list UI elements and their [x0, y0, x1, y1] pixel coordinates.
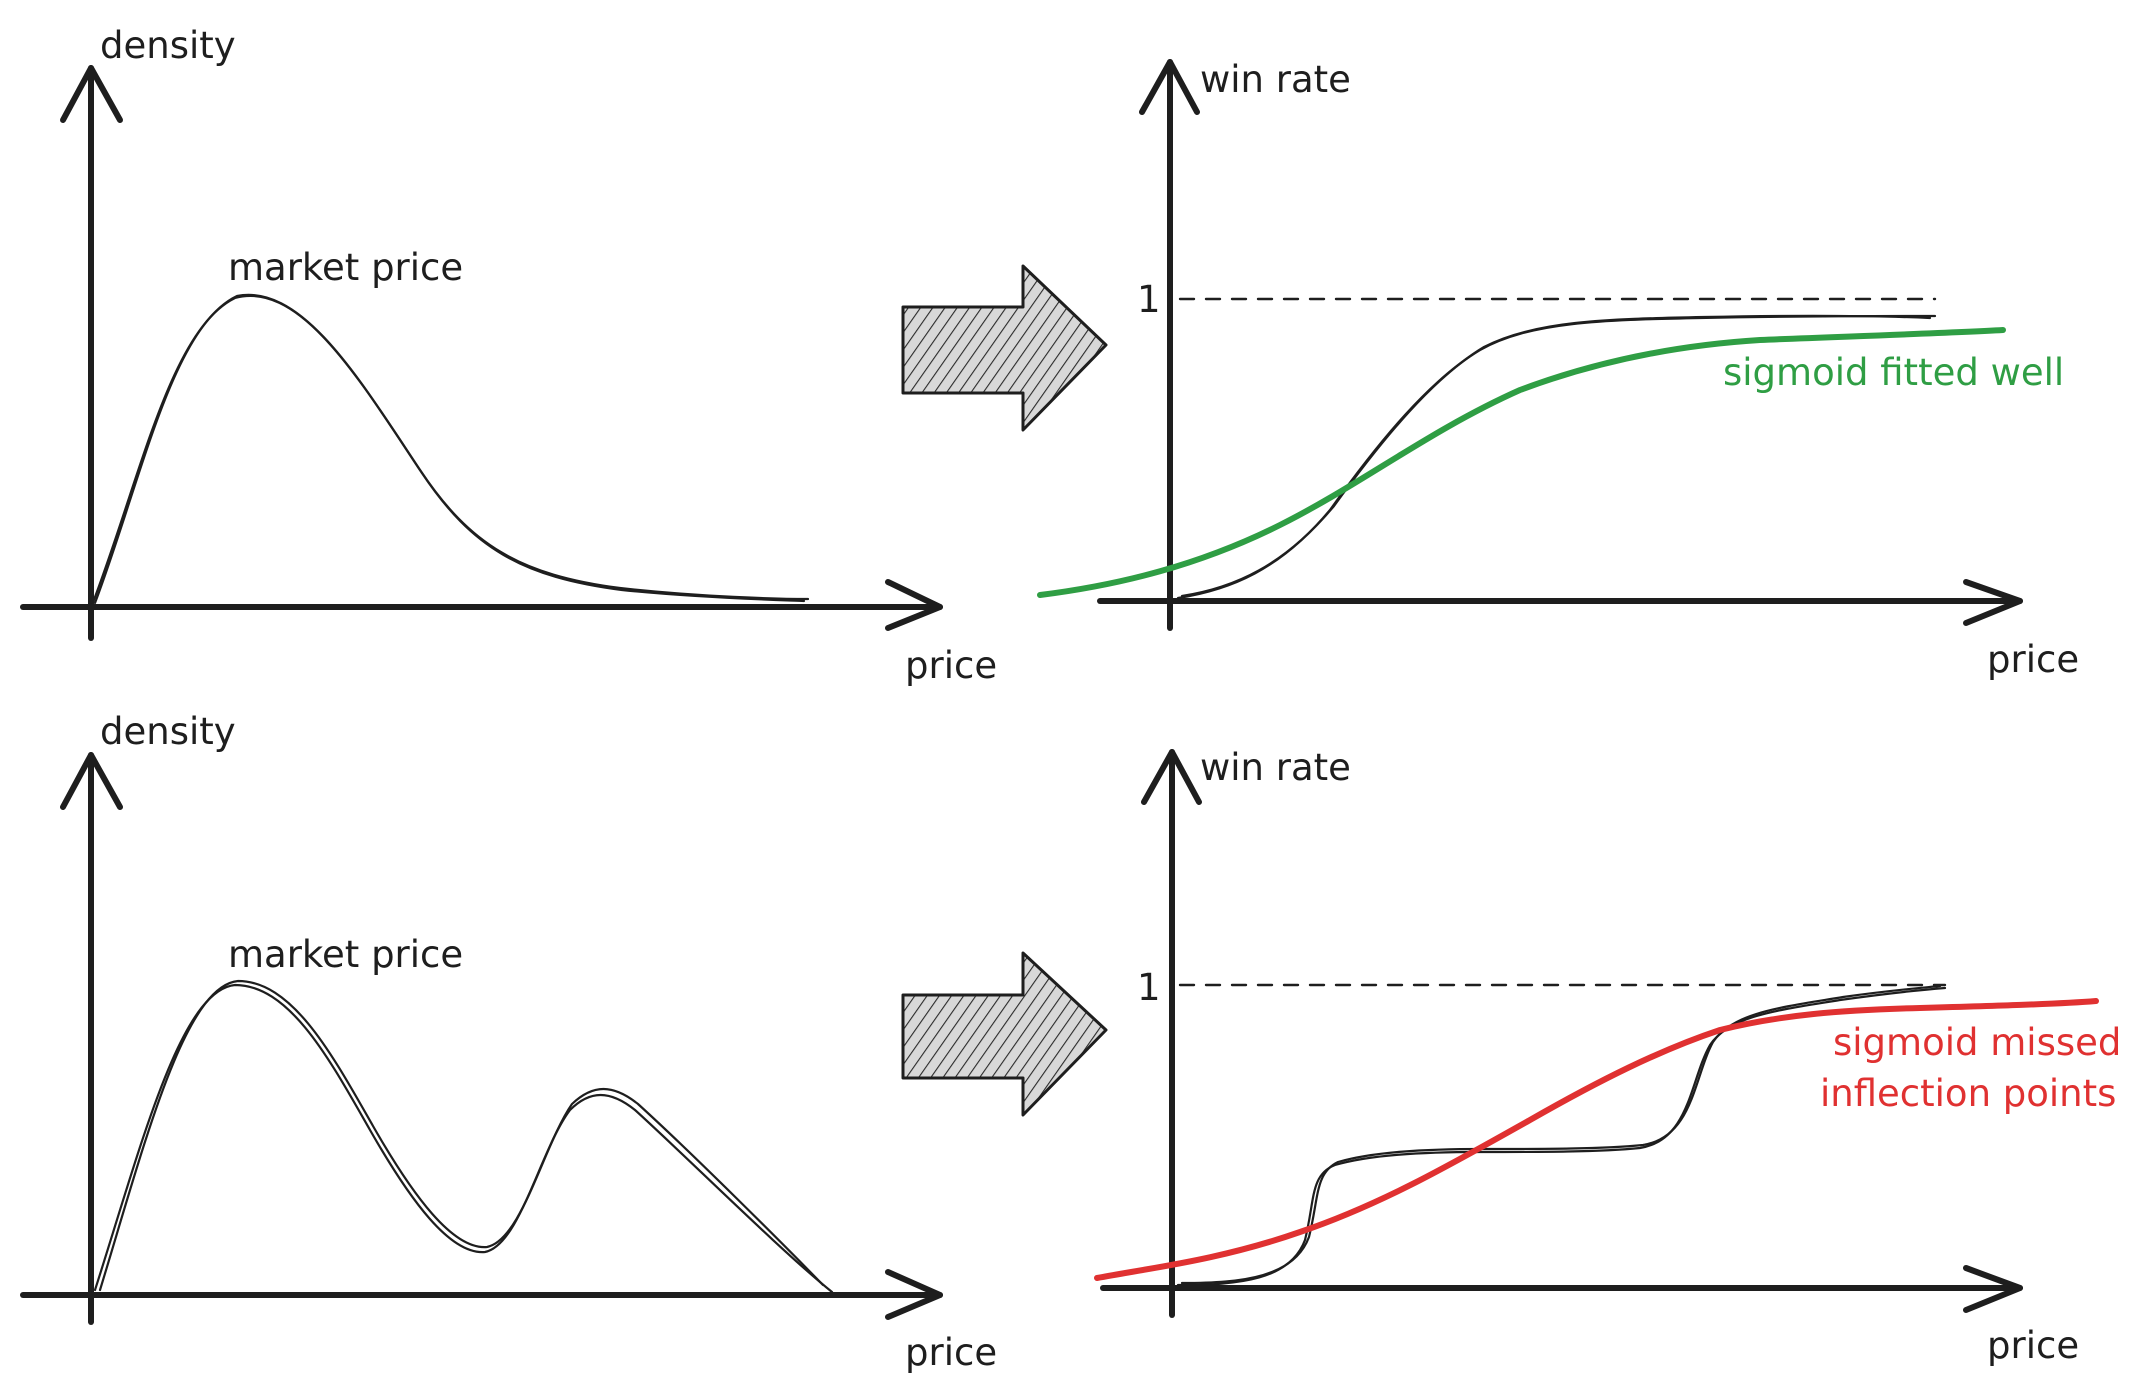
sigmoid-missed-label-line1: sigmoid missed — [1833, 1021, 2121, 1064]
density-curve-sketch — [93, 293, 806, 605]
y-axis-arrowhead — [60, 65, 123, 123]
y-axis-label: win rate — [1200, 746, 1351, 789]
win-rate-staircase-curve — [1176, 986, 1947, 1287]
density-curve — [93, 983, 834, 1294]
panel-bottom-left: density price market price — [20, 710, 997, 1374]
market-price-label: market price — [228, 933, 463, 976]
y-axis-label: win rate — [1200, 58, 1351, 101]
x-axis-arrowhead — [1963, 579, 2023, 626]
x-axis-label: price — [905, 1331, 997, 1374]
hatched-right-arrow-icon — [901, 951, 1108, 1117]
y-axis-label: density — [100, 710, 236, 753]
one-tick-label: 1 — [1137, 278, 1161, 321]
density-curve-sketch — [98, 979, 825, 1292]
win-rate-staircase-curve-sketch — [1180, 984, 1942, 1285]
sigmoid-fit-label: sigmoid fitted well — [1723, 351, 2064, 394]
x-axis-label: price — [905, 644, 997, 687]
density-curve — [90, 294, 810, 607]
y-axis-label: density — [100, 24, 236, 67]
x-axis-arrowhead — [1963, 1265, 2023, 1313]
x-axis-arrowhead — [885, 579, 943, 631]
y-axis-arrowhead — [60, 752, 123, 810]
y-axis-arrowhead — [1141, 749, 1202, 805]
panel-top-left: density price market price — [20, 24, 997, 687]
transform-arrow-top — [901, 264, 1108, 432]
x-axis-arrowhead — [885, 1269, 943, 1320]
sigmoid-missed-label-line2: inflection points — [1820, 1072, 2116, 1115]
one-tick-label: 1 — [1137, 966, 1161, 1009]
market-price-label: market price — [228, 246, 463, 289]
panel-bottom-right: win rate price 1 sigmoid missed inflecti… — [1094, 746, 2121, 1367]
win-rate-curve-sketch — [1180, 314, 1932, 598]
x-axis-label: price — [1987, 638, 2079, 681]
sigmoid-fit-curve-good — [1037, 327, 2006, 598]
sigmoid-fit-curve-bad — [1094, 998, 2099, 1281]
y-axis-arrowhead — [1139, 59, 1200, 115]
x-axis-label: price — [1987, 1324, 2079, 1367]
hatched-right-arrow-icon — [901, 264, 1108, 432]
transform-arrow-bottom — [901, 951, 1108, 1117]
panel-top-right: win rate price 1 sigmoid fitted well — [1037, 58, 2079, 681]
